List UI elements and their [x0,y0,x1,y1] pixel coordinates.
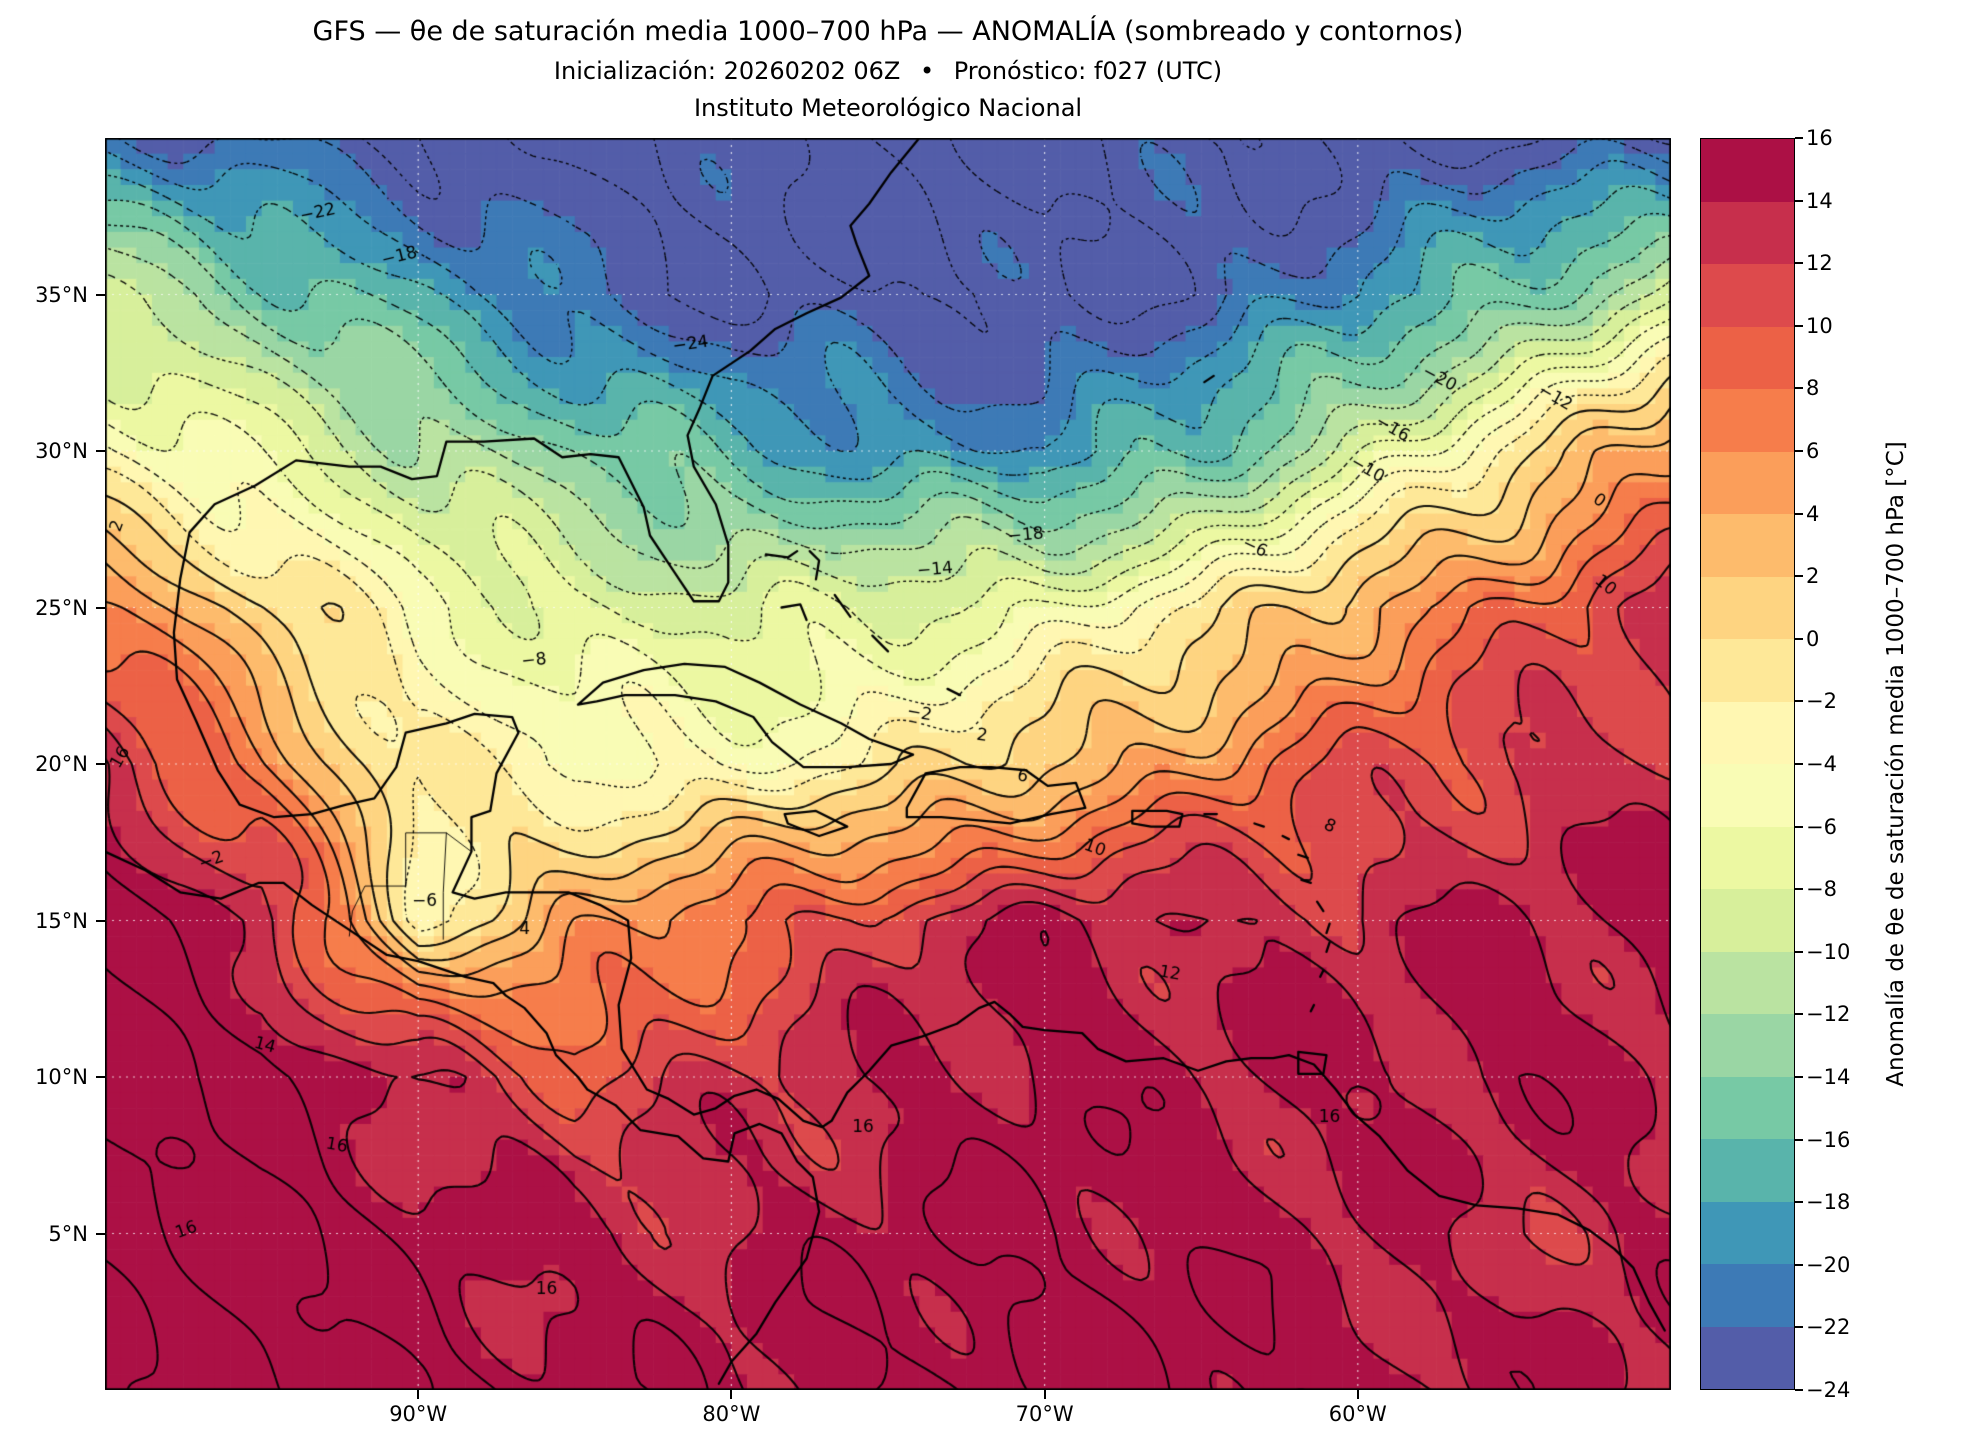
colorbar-tick-label: 12 [1806,251,1833,276]
x-tick-label: 60°W [1328,1402,1387,1426]
colorbar-tick-label: −12 [1806,1002,1851,1027]
colorbar-tick-mark [1795,512,1803,515]
chart-subtitle: Inicialización: 20260202 06Z • Pronóstic… [553,57,1223,85]
colorbar-tick-label: −18 [1806,1190,1851,1215]
colorbar-segment [1701,1326,1794,1389]
y-tick-mark [96,450,105,452]
colorbar-segment [1701,1264,1794,1327]
colorbar-tick-mark [1795,700,1803,703]
anomaly-map-canvas [105,138,1671,1390]
colorbar-tick-label: −24 [1806,1378,1851,1402]
colorbar-tick-mark [1795,575,1803,578]
y-tick-mark [96,763,105,765]
colorbar-tick-label: −10 [1806,939,1851,964]
colorbar-segment [1701,701,1794,764]
chart-title: GFS — θe de saturación media 1000–700 hP… [312,16,1464,47]
colorbar-segment [1701,951,1794,1014]
y-tick-label: 25°N [35,595,88,620]
colorbar-segment [1701,201,1794,264]
x-tick-label: 70°W [1015,1402,1074,1426]
colorbar-segment [1701,451,1794,514]
colorbar-tick-mark [1795,1201,1803,1204]
colorbar-tick-label: −6 [1806,814,1837,839]
y-tick-label: 35°N [35,282,88,307]
x-tick-mark [1043,1390,1046,1399]
colorbar-segment [1701,389,1794,452]
colorbar-segment [1701,639,1794,702]
colorbar-tick-label: 4 [1806,501,1820,526]
colorbar-segment [1701,1076,1794,1139]
y-tick-mark [96,1232,105,1235]
colorbar-segment [1701,576,1794,639]
colorbar-segment [1701,1201,1794,1264]
colorbar-tick-mark [1795,637,1803,640]
y-tick-label: 10°N [35,1065,88,1089]
colorbar-tick-label: −8 [1806,877,1837,902]
colorbar-tick-mark [1795,950,1803,953]
colorbar-tick-label: −4 [1806,752,1837,776]
y-tick-mark [96,1076,105,1078]
colorbar-tick-mark [1795,888,1803,891]
colorbar-segment [1701,514,1794,577]
colorbar [1700,138,1795,1390]
x-tick-label: 90°W [389,1402,448,1426]
chart-institution: Instituto Meteorológico Nacional [693,94,1083,122]
colorbar-tick-label: 6 [1806,439,1820,463]
colorbar-tick-mark [1795,1076,1803,1078]
colorbar-tick-label: −14 [1806,1065,1851,1089]
colorbar-tick-mark [1795,324,1803,327]
x-tick-mark [1356,1390,1359,1399]
colorbar-tick-mark [1795,199,1803,202]
colorbar-tick-mark [1795,387,1803,390]
x-tick-mark [417,1390,420,1399]
colorbar-segment [1701,764,1794,827]
y-tick-mark [96,293,105,296]
y-tick-label: 20°N [35,752,88,776]
colorbar-tick-label: −20 [1806,1252,1851,1277]
colorbar-tick-label: 2 [1806,564,1820,589]
colorbar-segment [1701,826,1794,889]
y-tick-mark [96,919,105,922]
colorbar-tick-mark [1795,1013,1803,1016]
colorbar-tick-mark [1795,1263,1803,1266]
colorbar-segment [1701,264,1794,327]
colorbar-tick-label: 0 [1806,626,1820,651]
colorbar-tick-mark [1795,137,1803,139]
colorbar-tick-label: −16 [1806,1127,1851,1152]
colorbar-segment [1701,1014,1794,1077]
colorbar-tick-label: −22 [1806,1315,1851,1340]
colorbar-tick-label: −2 [1806,689,1837,714]
colorbar-tick-label: 14 [1806,188,1833,213]
colorbar-axis-label: Anomalía de θe de saturación media 1000–… [1883,441,1909,1087]
x-tick-mark [730,1390,733,1399]
y-tick-mark [96,606,105,609]
colorbar-segment [1701,139,1794,202]
colorbar-tick-mark [1795,1326,1803,1329]
colorbar-tick-label: 16 [1806,126,1833,150]
colorbar-segment [1701,889,1794,952]
x-tick-label: 80°W [702,1402,761,1426]
colorbar-tick-mark [1795,1389,1803,1391]
colorbar-segment [1701,1139,1794,1202]
colorbar-tick-mark [1795,825,1803,828]
y-tick-label: 5°N [48,1221,88,1246]
colorbar-tick-label: 10 [1806,313,1833,338]
colorbar-tick-mark [1795,262,1803,265]
colorbar-tick-mark [1795,763,1803,765]
colorbar-tick-label: 8 [1806,376,1820,401]
colorbar-segment [1701,326,1794,389]
y-tick-label: 15°N [35,908,88,933]
header: GFS — θe de saturación media 1000–700 hP… [105,12,1671,126]
colorbar-tick-mark [1795,1138,1803,1141]
colorbar-tick-mark [1795,450,1803,452]
y-tick-label: 30°N [35,439,88,463]
